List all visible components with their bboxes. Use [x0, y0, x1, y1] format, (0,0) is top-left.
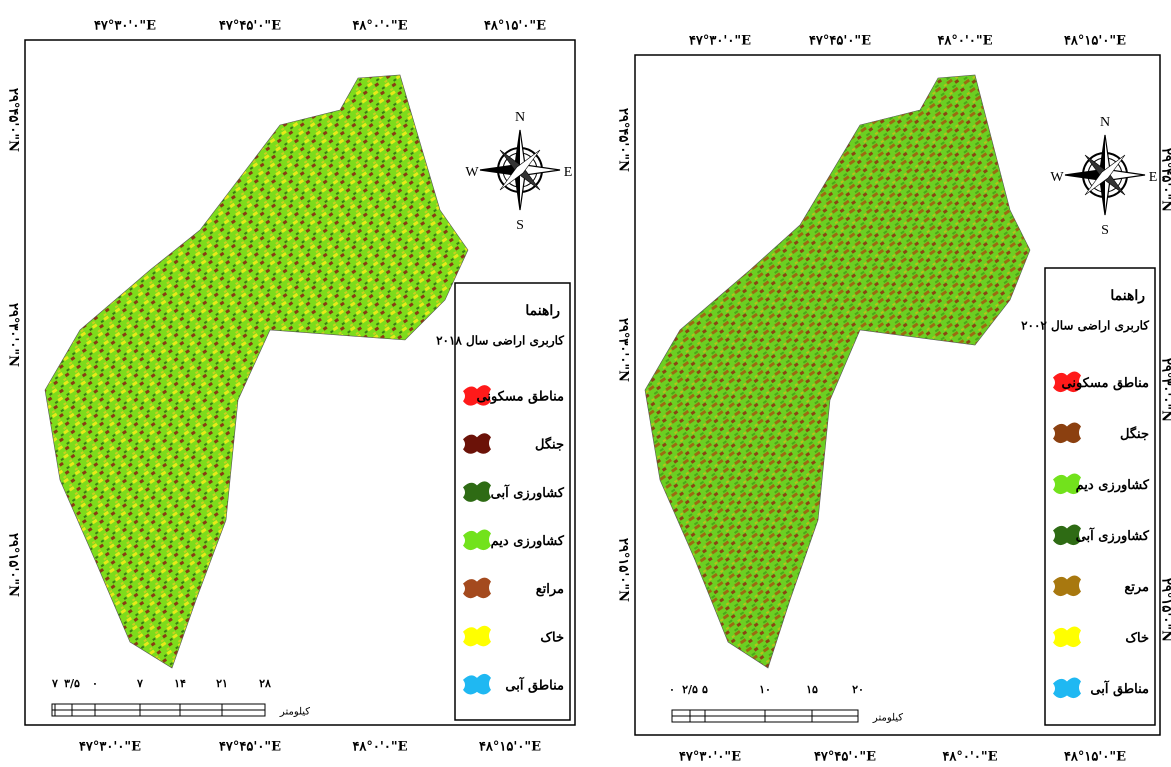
- compass-e: E: [564, 165, 573, 180]
- legend-swatch: [1053, 626, 1081, 648]
- compass-n: N: [515, 110, 525, 125]
- map-frame: [24, 39, 576, 726]
- legend-swatch: [463, 385, 491, 406]
- legend-box: [1044, 267, 1156, 726]
- legend-swatch: [1053, 677, 1081, 699]
- legend-swatch: [1053, 575, 1081, 597]
- compass-star: [499, 149, 541, 191]
- left-coordinate: ۲۹°۳۰'۰"N: [6, 303, 21, 367]
- scale-tick-label: ۲۱: [216, 677, 228, 690]
- bottom-coordinate: ۴۷°۴۵'۰"E: [219, 740, 281, 755]
- scale-tick-label: ۱۴: [174, 677, 186, 690]
- scale-tick-label: ۷: [136, 677, 143, 690]
- compass-star: [1084, 154, 1126, 196]
- legend-label: مناطق آبی: [505, 676, 564, 693]
- top-coordinate: ۴۸°۱۵'۰"E: [484, 19, 546, 34]
- legend-swatch: [463, 577, 491, 599]
- study-area: [44, 74, 469, 669]
- bottom-coordinate: ۴۸°۱۵'۰"E: [479, 740, 541, 755]
- compass-w: W: [1050, 170, 1064, 185]
- left-coordinate: ۲۹°۴۵'۰"N: [616, 108, 631, 172]
- north-arrow: N S E W: [465, 110, 572, 233]
- legend-swatch: [1053, 473, 1081, 495]
- compass-w: W: [465, 165, 479, 180]
- bottom-coordinate: ۴۸°۱۵'۰"E: [1064, 750, 1126, 765]
- legend-subtitle: کاربری اراضی سال ۲۰۰۲: [1021, 319, 1149, 334]
- legend-title: راهنما: [1110, 288, 1145, 304]
- scale-tick-label: ۱۰: [759, 683, 771, 696]
- bottom-coordinate: ۴۷°۴۵'۰"E: [814, 750, 876, 765]
- legend-swatch: [463, 625, 491, 647]
- north-arrow: N S E W: [1050, 115, 1157, 238]
- top-coordinate: ۴۸°۰'۰"E: [352, 19, 407, 34]
- compass-e: E: [1149, 170, 1158, 185]
- scale-tick-label: ۳/۵: [64, 677, 80, 690]
- legend-label: مراتع: [536, 582, 564, 597]
- left-coordinate: ۲۹°۱۵'۰"N: [6, 533, 21, 597]
- compass-s: S: [516, 218, 524, 233]
- bottom-coordinate: ۴۷°۳۰'۰"E: [79, 740, 141, 755]
- scale-tick-label: ۱۵: [806, 683, 818, 696]
- right-coordinate: ۲۹°۳۰'۰"N: [1159, 358, 1171, 422]
- top-coordinate: ۴۷°۴۵'۰"E: [219, 19, 281, 34]
- bottom-coordinate: ۴۷°۳۰'۰"E: [679, 750, 741, 765]
- scale-tick-label: ۲/۵: [682, 683, 698, 696]
- top-coordinate: ۴۷°۳۰'۰"E: [689, 34, 751, 49]
- legend-label: مناطق آبی: [1090, 680, 1149, 697]
- left-coordinate: ۲۹°۳۰'۰"N: [616, 318, 631, 382]
- legend-swatch: [1053, 371, 1081, 393]
- legend-label: مناطق مسکونی: [477, 390, 565, 405]
- legend-swatch: [1053, 422, 1081, 444]
- legend-title: راهنما: [525, 303, 560, 319]
- legend-label: کشاورزی آبی: [1076, 527, 1150, 544]
- compass-n: N: [1100, 115, 1110, 130]
- legend-subtitle: کاربری اراضی سال ۲۰۱۸: [436, 334, 564, 349]
- legend-label: خاک: [540, 630, 564, 645]
- scale-unit: کیلومتر: [872, 713, 903, 724]
- scale-tick-label: ۲۸: [259, 677, 271, 690]
- legend-box: [454, 282, 571, 721]
- top-coordinate: ۴۷°۳۰'۰"E: [94, 19, 156, 34]
- scale-tick-label: ۲۰: [852, 683, 864, 696]
- scale-tick-label: ۰: [669, 683, 675, 696]
- compass-s: S: [1101, 223, 1109, 238]
- left-coordinate: ۲۹°۱۵'۰"N: [616, 538, 631, 602]
- scale-unit: کیلومتر: [279, 707, 310, 718]
- legend-swatch: [463, 673, 491, 695]
- bottom-coordinate: ۴۸°۰'۰"E: [352, 740, 407, 755]
- scale-tick-label: ۰: [92, 677, 98, 690]
- legend-label: مناطق مسکونی: [1062, 376, 1150, 391]
- right-coordinate: ۲۹°۱۵'۰"N: [1159, 578, 1171, 642]
- legend-swatch: [1053, 524, 1081, 546]
- left-coordinate: ۲۹°۴۵'۰"N: [6, 88, 21, 152]
- scale-tick-label: ۷: [51, 677, 58, 690]
- bottom-coordinate: ۴۸°۰'۰"E: [942, 750, 997, 765]
- legend-swatch: [463, 529, 491, 551]
- legend-label: کشاورزی آبی: [491, 484, 565, 501]
- legend-label: کشاورزی دیم: [491, 534, 565, 549]
- top-coordinate: ۴۸°۱۵'۰"E: [1064, 34, 1126, 49]
- top-coordinate: ۴۷°۴۵'۰"E: [809, 34, 871, 49]
- legend-label: کشاورزی دیم: [1076, 478, 1150, 493]
- legend-swatch: [463, 481, 491, 502]
- legend-label: جنگل: [535, 436, 564, 453]
- map-frame: [634, 54, 1161, 736]
- legend-label: جنگل: [1120, 425, 1149, 442]
- legend-label: خاک: [1125, 631, 1149, 646]
- legend-swatch: [463, 433, 491, 454]
- right-coordinate: ۲۹°۴۵'۰"N: [1159, 148, 1171, 212]
- legend-label: مرتع: [1124, 580, 1149, 595]
- top-coordinate: ۴۸°۰'۰"E: [937, 34, 992, 49]
- study-area: [644, 74, 1031, 669]
- scale-tick-label: ۵: [702, 683, 708, 696]
